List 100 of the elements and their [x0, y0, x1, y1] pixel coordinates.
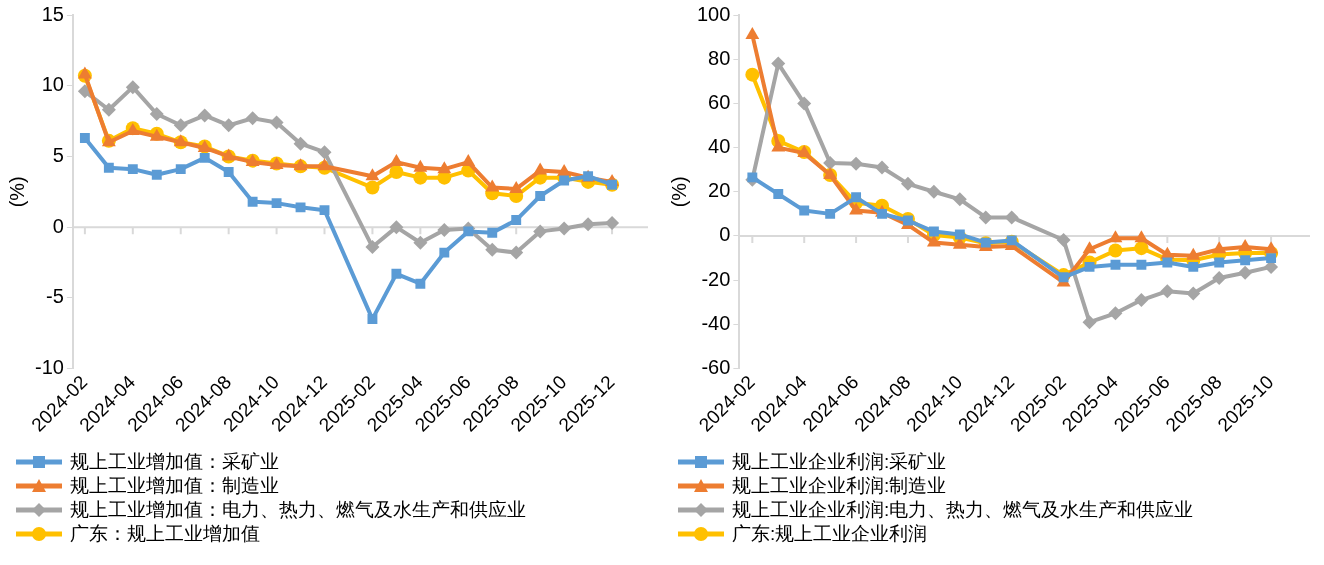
y-tick-label: -40	[701, 311, 731, 334]
point	[851, 192, 862, 203]
point	[557, 163, 572, 176]
point	[1186, 286, 1201, 301]
legend-label: 广东:规上工业企业利润	[732, 522, 928, 546]
legend-label: 广东：规上工业增加值	[70, 522, 260, 546]
point	[317, 145, 332, 160]
y-tick-label: -10	[35, 356, 64, 379]
point	[877, 208, 887, 219]
point	[319, 205, 330, 216]
point	[1134, 293, 1149, 308]
legend-label: 规上工业增加值：制造业	[70, 474, 279, 498]
point	[125, 80, 140, 95]
point	[415, 278, 426, 289]
y-tick-label: 5	[52, 143, 64, 166]
point	[1108, 306, 1123, 321]
point	[1238, 239, 1253, 252]
point	[197, 108, 212, 123]
point	[463, 226, 474, 237]
y-tick-label: 100	[696, 2, 731, 25]
point	[1264, 241, 1279, 254]
point	[1110, 259, 1121, 270]
point	[389, 154, 404, 167]
point	[127, 164, 138, 175]
point	[1212, 270, 1227, 285]
point	[605, 215, 620, 230]
point	[926, 184, 941, 199]
point	[365, 180, 380, 195]
point	[79, 133, 90, 143]
point	[1238, 265, 1253, 280]
point	[413, 235, 428, 250]
point	[271, 198, 282, 209]
point	[487, 227, 498, 238]
point	[1108, 243, 1123, 258]
point	[389, 220, 404, 235]
point	[223, 167, 234, 177]
point	[926, 234, 941, 247]
point	[269, 115, 284, 130]
point	[1108, 230, 1123, 243]
point	[247, 196, 258, 207]
point	[317, 158, 332, 171]
legend-label: 规上工业企业利润:电力、热力、燃气及水生产和供应业	[732, 498, 1194, 522]
point	[173, 118, 188, 133]
legend-label: 规上工业增加值：采矿业	[70, 450, 279, 474]
point	[437, 222, 452, 237]
legend-label: 规上工业企业利润:制造业	[732, 474, 947, 498]
point	[389, 164, 404, 179]
point	[745, 67, 760, 82]
point	[771, 139, 786, 152]
point	[928, 226, 939, 237]
y-tick-label: -5	[46, 285, 64, 308]
point	[485, 242, 500, 257]
point	[557, 221, 572, 236]
point	[221, 118, 236, 133]
point	[1004, 210, 1019, 225]
point	[199, 152, 210, 163]
legend-label: 规上工业增加值：电力、热力、燃气及水生产和供应业	[70, 498, 526, 522]
y-tick-label: 0	[52, 214, 64, 237]
point	[101, 102, 116, 117]
point	[149, 107, 164, 121]
point	[1136, 259, 1147, 270]
point	[175, 164, 186, 175]
point	[745, 26, 760, 39]
point	[413, 159, 428, 172]
point	[293, 136, 308, 151]
point	[295, 202, 306, 213]
point	[1214, 257, 1225, 268]
point	[823, 156, 838, 171]
y-tick-label: 60	[708, 90, 731, 113]
point	[849, 156, 864, 171]
point	[365, 239, 380, 254]
point	[103, 162, 114, 173]
y-axis-title: (%)	[667, 176, 690, 208]
point	[1186, 247, 1201, 260]
point	[1266, 253, 1277, 264]
y-tick-label: -60	[701, 356, 731, 379]
point	[1188, 261, 1199, 272]
point	[367, 314, 378, 325]
point	[952, 192, 967, 207]
point	[77, 66, 92, 79]
point	[1056, 232, 1071, 247]
y-tick-label: 0	[719, 223, 731, 246]
point	[1134, 241, 1149, 256]
y-axis-title: (%)	[5, 176, 28, 208]
y-tick-label: -20	[701, 267, 731, 290]
point	[439, 247, 450, 258]
point	[485, 179, 500, 192]
y-tick-label: 40	[708, 135, 731, 158]
point	[533, 162, 548, 175]
point	[151, 169, 162, 180]
point	[825, 208, 836, 219]
point	[849, 202, 864, 215]
y-tick-label: 15	[41, 2, 64, 25]
point	[1160, 284, 1175, 299]
point	[535, 191, 546, 201]
point	[1134, 230, 1149, 243]
legend-label: 规上工业企业利润:采矿业	[732, 450, 947, 474]
point	[245, 111, 260, 126]
point	[365, 168, 380, 181]
point	[771, 56, 786, 71]
